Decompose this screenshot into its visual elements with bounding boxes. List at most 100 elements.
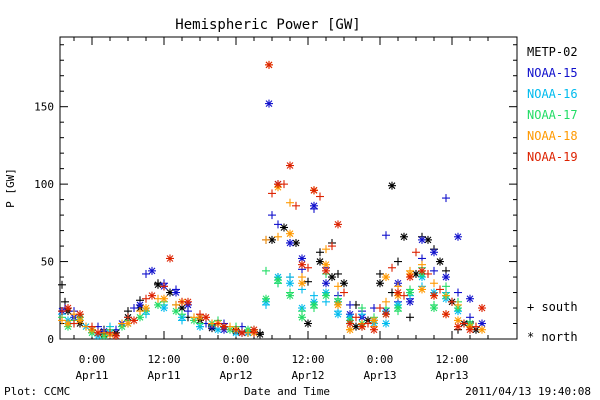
south-point: [346, 300, 354, 309]
south-point: [262, 235, 270, 244]
north-point: [346, 319, 354, 328]
x-tick-label: 12:00: [435, 353, 468, 366]
x-tick-date-label: Apr13: [435, 369, 468, 382]
south-point: [268, 211, 276, 220]
north-point: [340, 279, 348, 288]
symbol-legend: + south * north: [527, 300, 578, 344]
north-point: [430, 248, 438, 257]
north-point: [334, 300, 342, 309]
x-tick-date-label: Apr12: [219, 369, 252, 382]
north-point: [112, 331, 120, 340]
south-point: [106, 328, 114, 337]
north-point: [478, 325, 486, 334]
north-point: [286, 238, 294, 247]
north-point: [286, 291, 294, 300]
south-point: [58, 280, 66, 289]
plot-frame: [59, 36, 518, 340]
north-point: [316, 257, 324, 266]
north-point: [388, 181, 396, 190]
y-tick-label: 100: [34, 178, 54, 191]
north-point: [310, 300, 318, 309]
x-tick-label: 12:00: [147, 353, 180, 366]
north-point: [184, 297, 192, 306]
north-point: [454, 322, 462, 331]
x-tick-label: 0:00: [79, 353, 106, 366]
x-tick-date-label: Apr13: [363, 369, 396, 382]
south-point: [382, 297, 390, 306]
south-point: [388, 263, 396, 272]
symbol-legend-item: + south: [527, 300, 578, 314]
south-point: [304, 263, 312, 272]
south-point: [394, 257, 402, 266]
south-point: [448, 297, 456, 306]
north-point: [286, 279, 294, 288]
north-point: [298, 313, 306, 322]
south-point: [196, 310, 204, 319]
x-tick-label: 12:00: [291, 353, 324, 366]
north-point: [148, 291, 156, 300]
south-point: [58, 307, 66, 316]
north-point: [220, 322, 228, 331]
north-point: [430, 291, 438, 300]
south-point: [214, 319, 222, 328]
north-point: [382, 310, 390, 319]
north-point: [265, 60, 273, 69]
x-tick-date-label: Apr11: [75, 369, 108, 382]
south-point: [460, 319, 468, 328]
symbol-legend-item: * north: [527, 330, 578, 344]
north-point: [478, 304, 486, 313]
south-point: [340, 288, 348, 297]
north-point: [394, 304, 402, 313]
north-point: [418, 235, 426, 244]
north-point: [322, 279, 330, 288]
y-axis: 0 50 100 150: [34, 44, 517, 346]
south-point: [376, 304, 384, 313]
south-point: [352, 313, 360, 322]
north-point: [298, 279, 306, 288]
north-point: [265, 99, 273, 108]
south-point: [262, 266, 270, 275]
south-point: [136, 307, 144, 316]
north-point: [238, 328, 246, 337]
south-point: [364, 319, 372, 328]
x-axis-label: Date and Time: [244, 385, 330, 398]
legend-item: NOAA-16: [527, 87, 578, 101]
south-point: [124, 313, 132, 322]
south-point: [472, 322, 480, 331]
south-point: [70, 319, 78, 328]
south-point: [274, 232, 282, 241]
north-point: [400, 232, 408, 241]
north-point: [310, 201, 318, 210]
north-point: [76, 316, 84, 325]
south-point: [442, 282, 450, 291]
south-point: [142, 294, 150, 303]
north-point: [376, 279, 384, 288]
south-point: [274, 220, 282, 229]
north-point: [382, 319, 390, 328]
north-point: [430, 304, 438, 313]
south-point: [142, 269, 150, 278]
south-point: [382, 231, 390, 240]
south-point: [316, 248, 324, 257]
north-point: [148, 266, 156, 275]
y-tick-label: 0: [47, 333, 54, 346]
north-point: [322, 291, 330, 300]
south-point: [430, 266, 438, 275]
north-point: [454, 232, 462, 241]
south-point: [454, 288, 462, 297]
north-point: [136, 300, 144, 309]
y-tick-label: 150: [34, 101, 54, 114]
south-point: [376, 269, 384, 278]
legend-item: NOAA-17: [527, 108, 578, 122]
south-point: [424, 269, 432, 278]
south-point: [316, 192, 324, 201]
plot-credit: Plot: CCMC: [4, 385, 70, 398]
south-point: [160, 282, 168, 291]
north-point: [142, 304, 150, 313]
north-point: [418, 266, 426, 275]
legend-item: NOAA-18: [527, 129, 578, 143]
north-point: [298, 260, 306, 269]
south-point: [406, 313, 414, 322]
legend-item: METP-02: [527, 45, 578, 59]
